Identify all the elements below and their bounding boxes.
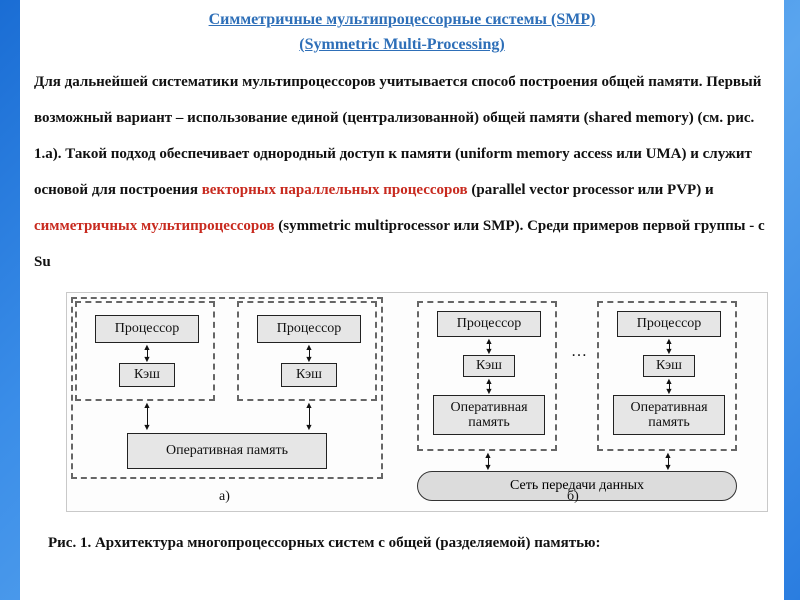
- ram-l2: память: [468, 415, 510, 430]
- body-part-2: (parallel vector processor или PVP) и: [468, 182, 714, 198]
- slide-content: Симметричные мультипроцессорные системы …: [20, 0, 784, 600]
- arrow-icon: [483, 453, 493, 469]
- arrow-icon: [304, 403, 314, 429]
- cache-box: Кэш: [463, 355, 515, 377]
- body-part-3: (symmetric multiprocessor или SMP). Сред…: [274, 218, 764, 234]
- proc-box: Процессор: [437, 311, 541, 337]
- body-paragraph: Для дальнейшей систематики мультипроцесс…: [34, 64, 770, 280]
- proc-group-b1: Процессор Кэш Оперативная память: [417, 301, 557, 451]
- arrow-icon: [484, 379, 494, 393]
- title-block: Симметричные мультипроцессорные системы …: [34, 10, 770, 56]
- label-b: б): [567, 489, 579, 505]
- cache-box: Кэш: [643, 355, 695, 377]
- shared-ram-box: Оперативная память: [127, 433, 327, 469]
- arrow-icon: [142, 403, 152, 429]
- title-line2: (Symmetric Multi-Processing): [299, 35, 504, 56]
- ram-l1: Оперативная: [630, 400, 707, 415]
- title-line1: Симметричные мультипроцессорные системы …: [209, 10, 596, 31]
- arrow-icon: [664, 339, 674, 353]
- figure-caption: Рис. 1. Архитектура многопроцессорных си…: [48, 535, 600, 552]
- local-ram-box: Оперативная память: [613, 395, 725, 435]
- proc-box: Процессор: [617, 311, 721, 337]
- ram-l1: Оперативная: [450, 400, 527, 415]
- proc-group-b2: Процессор Кэш Оперативная память: [597, 301, 737, 451]
- arrow-icon: [663, 453, 673, 469]
- arrow-icon: [664, 379, 674, 393]
- body-red-2: симметричных мультипроцессоров: [34, 218, 274, 234]
- body-part-4: Su: [34, 254, 51, 270]
- label-a: а): [219, 489, 230, 505]
- ram-l2: память: [648, 415, 690, 430]
- local-ram-box: Оперативная память: [433, 395, 545, 435]
- arrow-icon: [484, 339, 494, 353]
- body-red-1: векторных параллельных процессоров: [202, 182, 468, 198]
- architecture-diagram: Процессор Кэш Процессор Кэш Оперативная …: [66, 292, 768, 512]
- body-part-1: Для дальнейшей систематики мультипроцесс…: [34, 74, 761, 198]
- ellipsis: …: [571, 343, 587, 361]
